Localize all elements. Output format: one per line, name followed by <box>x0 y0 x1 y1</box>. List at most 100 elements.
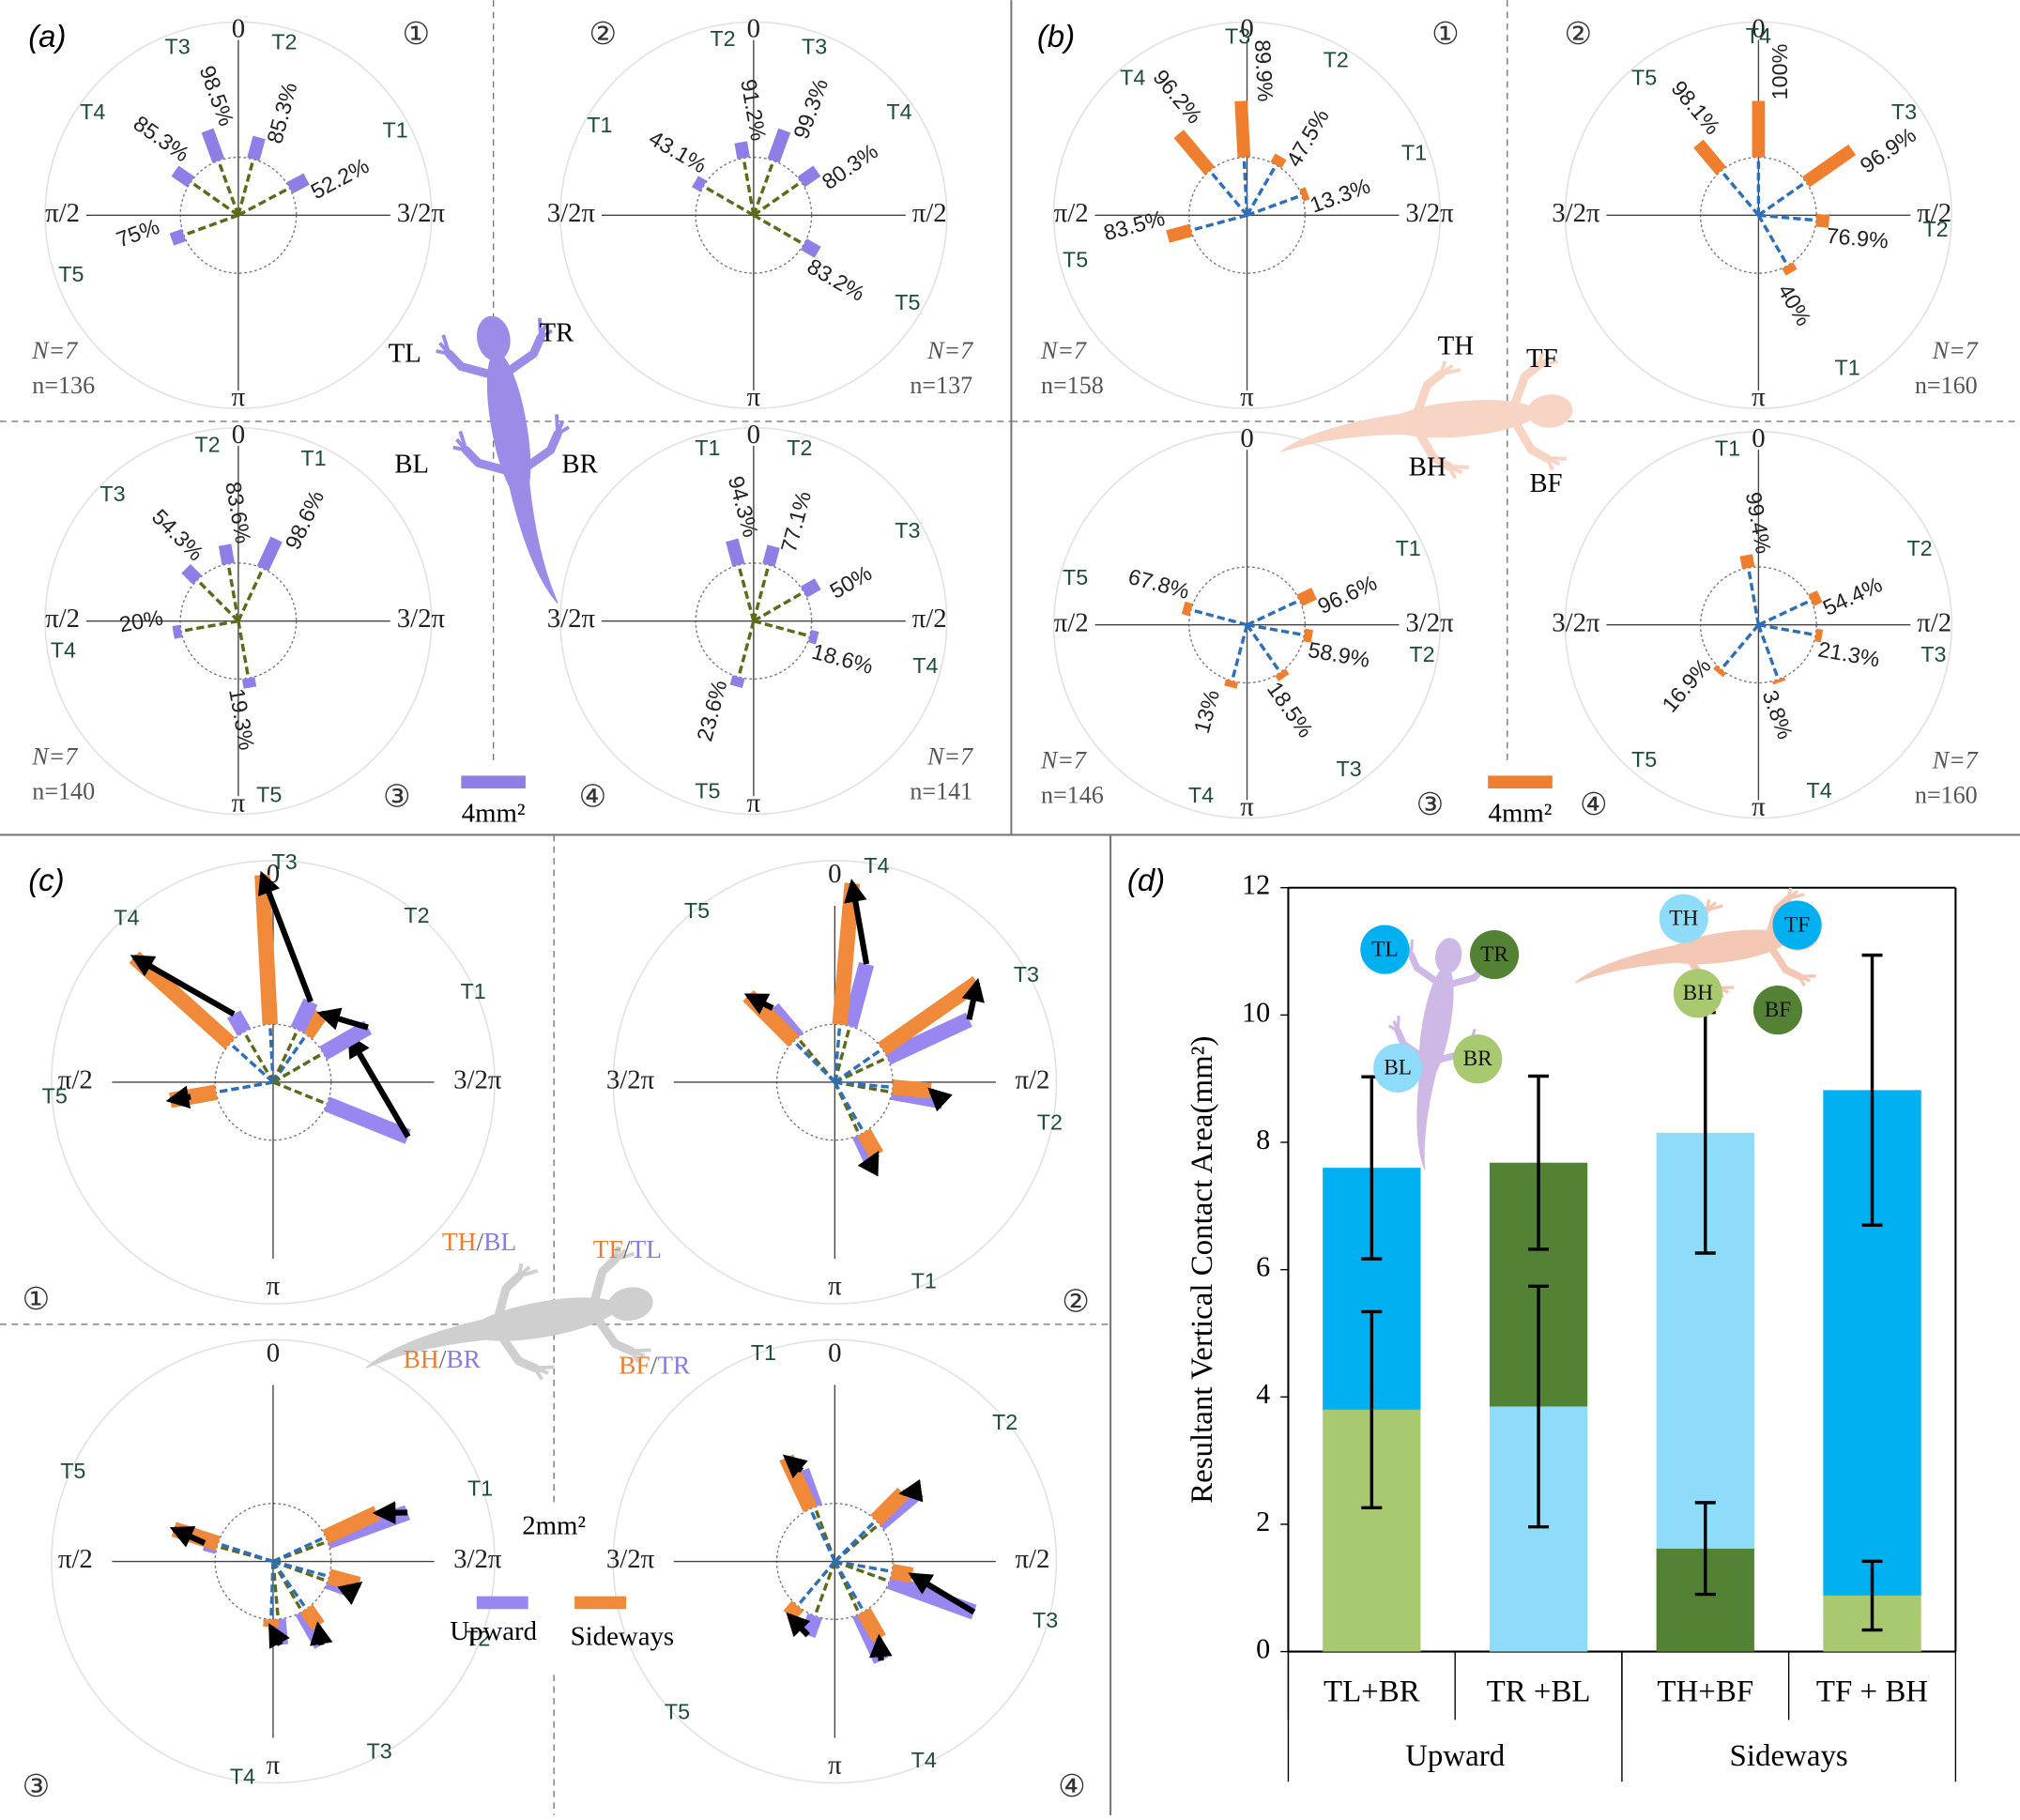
toe-direction <box>1232 625 1247 681</box>
toe-percentage: 19.3% <box>224 686 259 752</box>
angle-label: 3/2π <box>547 198 596 228</box>
toe-marker-label: TL <box>1371 937 1399 961</box>
toe-percentage: 20% <box>117 605 165 637</box>
toe-percentage: 83.5% <box>1101 206 1168 245</box>
sideways-bar <box>329 1577 360 1585</box>
group-label: Upward <box>1405 1739 1506 1773</box>
toe-bar <box>1746 555 1748 568</box>
sample-size: N=7 <box>926 742 973 770</box>
toe-bar <box>207 130 219 161</box>
toe-marker-label: TF <box>1784 912 1810 937</box>
shift-arrow <box>318 1626 321 1645</box>
toe-label: T3 <box>1891 99 1917 124</box>
angle-label: π <box>267 1271 281 1301</box>
angle-label: π <box>828 1751 842 1781</box>
gecko-head <box>606 1284 655 1323</box>
toe-direction <box>181 621 238 632</box>
toe-direction <box>834 1082 859 1135</box>
gecko-tail <box>1572 946 1677 983</box>
toe-label: T4 <box>80 99 105 124</box>
shift-arrow <box>903 1491 919 1493</box>
toe-direction <box>798 1038 835 1082</box>
toe-direction <box>834 1521 876 1562</box>
foot-label: TH <box>1438 330 1474 360</box>
panel-label: (a) <box>28 19 66 54</box>
foot-label: BF <box>1529 468 1562 498</box>
sideways-bar <box>893 1087 931 1091</box>
toe-direction <box>1191 610 1247 625</box>
toe-label: T5 <box>1631 747 1657 772</box>
toe-percentage: 80.3% <box>818 139 882 194</box>
panel-label: (b) <box>1037 19 1075 54</box>
angle-label: π/2 <box>1054 198 1089 228</box>
toe-label: T4 <box>1807 778 1832 803</box>
angle-label: π <box>232 788 246 818</box>
toe-label: T1 <box>1715 436 1740 460</box>
toe-label: T1 <box>467 1476 493 1501</box>
angle-label: π <box>267 1751 281 1781</box>
foot-label-b: BR <box>446 1345 481 1373</box>
sample-size: N=7 <box>31 337 78 364</box>
toe-label: T5 <box>1631 65 1657 89</box>
foot-label: TH/BL <box>442 1228 516 1256</box>
toe-label: T2 <box>710 26 735 51</box>
foot-label-b: TL <box>630 1235 662 1263</box>
angle-label: π <box>1240 792 1254 822</box>
toe-percentage: 96.6% <box>1314 570 1381 619</box>
toe-percentage: 98.5% <box>194 63 238 130</box>
toe-direction <box>273 1034 306 1082</box>
angle-label: 3/2π <box>1405 198 1454 228</box>
angle-label: 3/2π <box>453 1065 502 1095</box>
toe-bar <box>1184 608 1191 610</box>
toe-percentage: 76.9% <box>1826 223 1890 253</box>
toe-percentage: 75% <box>113 214 162 252</box>
toe-percentage: 96.9% <box>1856 122 1921 177</box>
foot-label: BL <box>394 450 429 480</box>
subplot-marker: ① <box>1431 16 1460 51</box>
toe-bar <box>1179 134 1210 171</box>
toe-percentage: 18.6% <box>809 639 876 679</box>
legend-label: 2mm² <box>522 1510 586 1540</box>
toe-label: T4 <box>114 906 139 930</box>
foot-label: TL <box>389 339 421 369</box>
angle-label: π <box>747 788 761 818</box>
angle-label: π <box>747 382 761 412</box>
sample-size: n=140 <box>32 778 95 805</box>
angle-label: 0 <box>828 1338 841 1369</box>
toe-label: T3 <box>165 34 191 58</box>
toe-label: T2 <box>992 1410 1018 1434</box>
toe-percentage: 18.5% <box>1262 677 1318 742</box>
sample-size: N=7 <box>31 742 78 770</box>
toe-label: T1 <box>383 118 408 143</box>
toe-percentage: 52.2% <box>307 153 374 204</box>
toe-label: T5 <box>665 1700 690 1724</box>
toe-label: T5 <box>895 290 920 314</box>
toe-percentage: 13% <box>1189 687 1224 736</box>
toe-direction <box>184 215 238 235</box>
toe-label: T4 <box>886 99 911 124</box>
toe-direction <box>794 1041 835 1082</box>
toe-direction <box>1247 601 1300 625</box>
toe-direction <box>273 1562 278 1620</box>
panel-label: (c) <box>28 863 64 897</box>
sample-size: n=160 <box>1915 372 1978 399</box>
angle-label: 0 <box>1752 423 1765 453</box>
angle-label: 0 <box>267 1338 280 1369</box>
toe-percentage: 13.3% <box>1307 174 1373 218</box>
toe-label: T5 <box>256 782 282 806</box>
shift-arrow <box>872 1155 877 1163</box>
x-tick-label: TR +BL <box>1487 1675 1591 1708</box>
toe-direction <box>1210 171 1247 215</box>
toe-label: T2 <box>1922 217 1948 241</box>
toe-label: T3 <box>1921 642 1946 666</box>
toe-percentage: 58.9% <box>1307 637 1372 672</box>
angle-label: 3/2π <box>1552 607 1600 637</box>
shift-arrow <box>170 1096 191 1100</box>
sample-size: n=136 <box>32 372 95 399</box>
sample-size: n=137 <box>910 372 972 399</box>
toe-direction <box>834 1562 859 1614</box>
toe-bar <box>803 244 818 252</box>
toe-percentage: 89.9% <box>1250 39 1278 102</box>
toe-direction <box>739 565 754 621</box>
